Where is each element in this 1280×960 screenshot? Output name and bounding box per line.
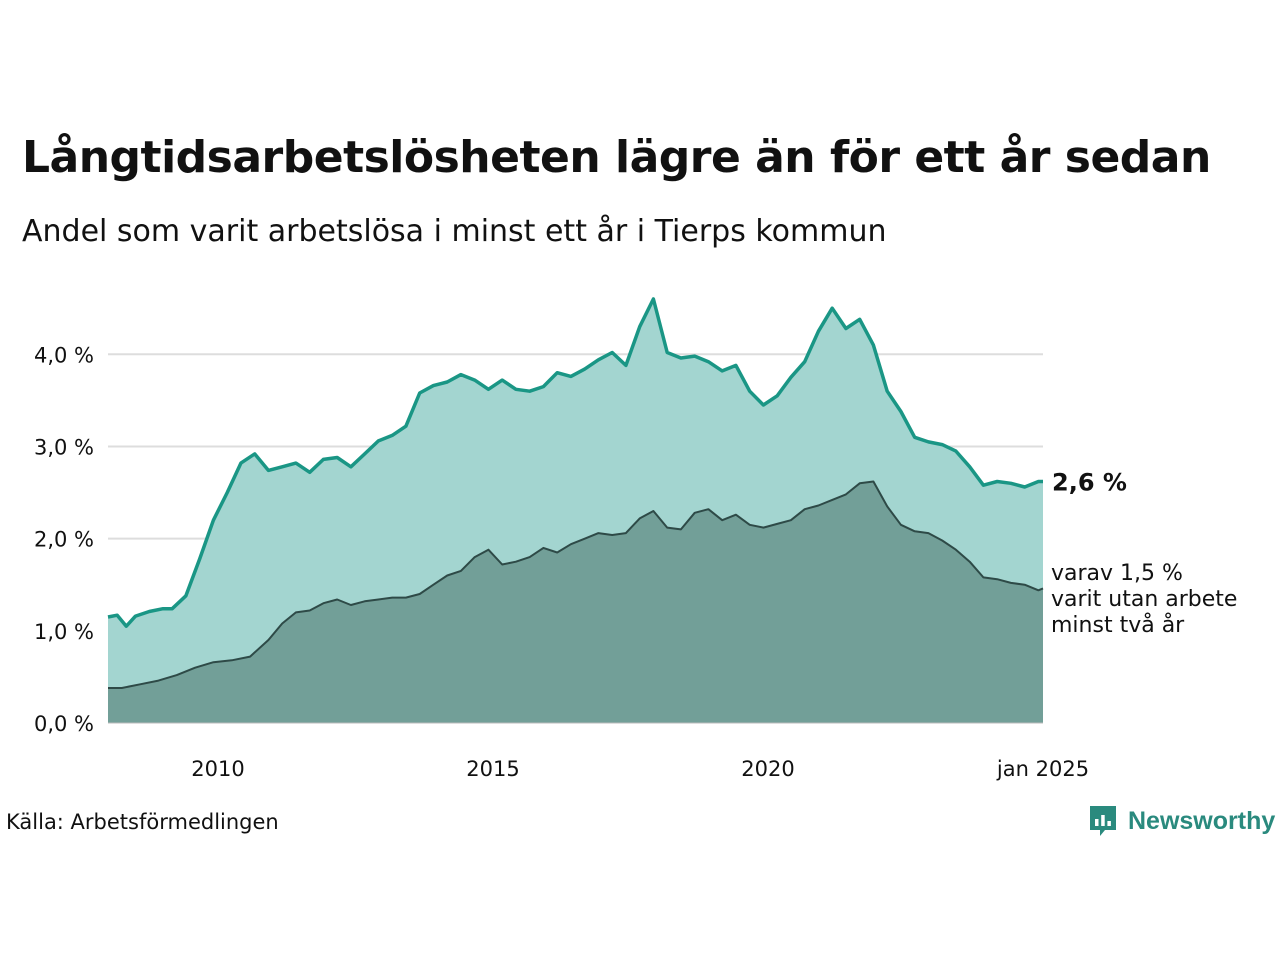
long-term-area	[108, 481, 1043, 723]
total-end-label: 2,6 %	[1052, 469, 1127, 497]
long-term-line	[108, 480, 1044, 689]
newsworthy-logo: Newsworthy	[1088, 804, 1275, 838]
long-term-end-label: varav 1,5 %	[1051, 561, 1183, 586]
long-term-end-label: minst två år	[1051, 612, 1185, 638]
chart-title: Långtidsarbetslösheten lägre än för ett …	[22, 132, 1211, 183]
x-tick-label: 2015	[466, 757, 519, 781]
total-line	[107, 297, 1043, 628]
y-tick-label: 2,0 %	[34, 528, 94, 552]
y-tick-label: 1,0 %	[34, 620, 94, 644]
x-tick-label: jan 2025	[996, 757, 1089, 781]
y-tick-label: 0,0 %	[34, 712, 94, 736]
newsworthy-logo-icon	[1090, 806, 1116, 836]
source-note: Källa: Arbetsförmedlingen	[6, 810, 279, 834]
x-tick-label: 2020	[741, 757, 794, 781]
brand-name: Newsworthy	[1128, 806, 1276, 835]
x-tick-label: 2010	[191, 757, 244, 781]
y-tick-label: 4,0 %	[34, 343, 94, 367]
long-term-end-label: varit utan arbete	[1051, 587, 1237, 612]
y-tick-label: 3,0 %	[34, 435, 94, 459]
chart-subtitle: Andel som varit arbetslösa i minst ett å…	[22, 214, 887, 249]
